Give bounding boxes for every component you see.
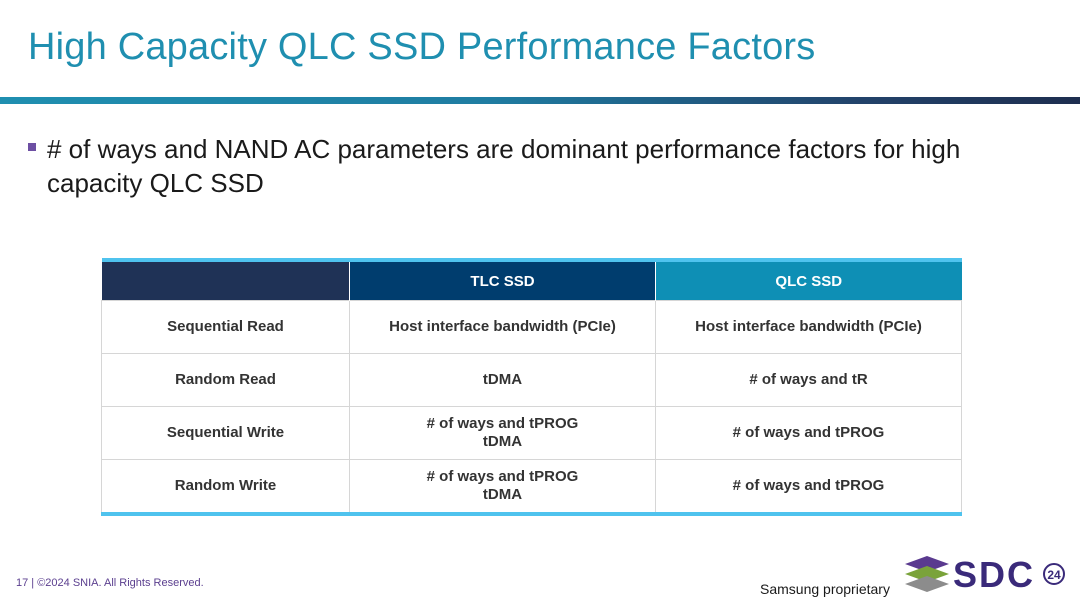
table-row: Random Read tDMA # of ways and tR [101, 353, 962, 407]
header-qlc-ssd: QLC SSD [655, 260, 962, 301]
title-divider [0, 97, 1080, 104]
tlc-cell-line: # of ways and tPROG [426, 468, 579, 485]
stacked-layers-icon [905, 556, 949, 592]
logo-badge: 24 [1047, 568, 1061, 582]
tlc-cell: # of ways and tPROG tDMA [349, 459, 656, 515]
footer-copyright: 17 | ©2024 SNIA. All Rights Reserved. [16, 577, 204, 589]
header-tlc-ssd: TLC SSD [349, 260, 656, 301]
row-label: Sequential Write [101, 406, 350, 460]
bullet-point: # of ways and NAND AC parameters are dom… [28, 132, 1028, 200]
tlc-cell-line: # of ways and tPROG [426, 415, 579, 432]
table-header-row: TLC SSD QLC SSD [101, 260, 962, 301]
sdc-logo: SDC 24 [905, 554, 1065, 595]
footer-proprietary: Samsung proprietary [760, 581, 890, 597]
table-row: Random Write # of ways and tPROG tDMA # … [101, 459, 962, 515]
slide-title: High Capacity QLC SSD Performance Factor… [28, 26, 816, 68]
qlc-cell: # of ways and tR [655, 353, 962, 407]
row-label: Sequential Read [101, 300, 350, 354]
performance-table: TLC SSD QLC SSD Sequential Read Host int… [101, 258, 962, 516]
table-row: Sequential Write # of ways and tPROG tDM… [101, 406, 962, 460]
tlc-cell: tDMA [349, 353, 656, 407]
tlc-cell: Host interface bandwidth (PCIe) [349, 300, 656, 354]
table-row: Sequential Read Host interface bandwidth… [101, 300, 962, 354]
bullet-text: # of ways and NAND AC parameters are dom… [47, 134, 961, 198]
row-label: Random Write [101, 459, 350, 515]
header-empty-cell [101, 260, 350, 301]
bullet-square-icon [28, 143, 36, 151]
row-label: Random Read [101, 353, 350, 407]
qlc-cell: # of ways and tPROG [655, 459, 962, 515]
tlc-cell: # of ways and tPROG tDMA [349, 406, 656, 460]
logo-text: SDC [953, 554, 1035, 595]
tlc-cell-line: Host interface bandwidth (PCIe) [389, 318, 616, 335]
tlc-cell-line: tDMA [482, 433, 523, 450]
qlc-cell: # of ways and tPROG [655, 406, 962, 460]
tlc-cell-line: tDMA [482, 486, 523, 503]
tlc-cell-line: tDMA [482, 371, 523, 388]
qlc-cell: Host interface bandwidth (PCIe) [655, 300, 962, 354]
